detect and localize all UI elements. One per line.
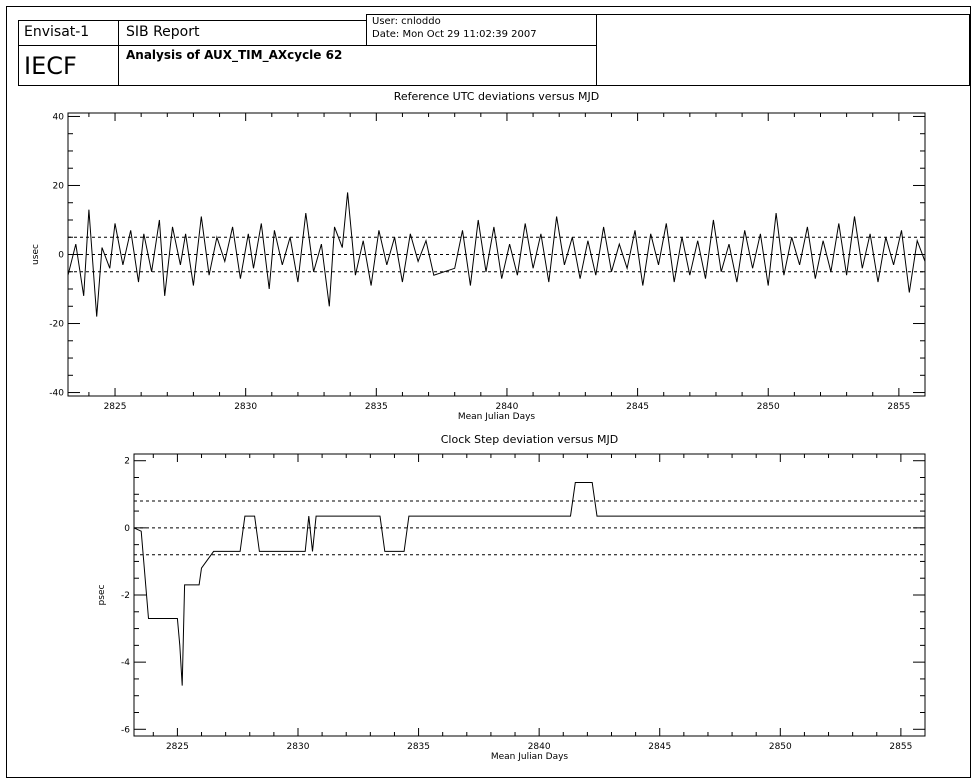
clock-xtick-label-3: 2840 xyxy=(528,742,551,752)
clock-xtick-label-0: 2825 xyxy=(166,742,189,752)
clock-ytick-label-2: -2 xyxy=(121,591,130,601)
report-frame xyxy=(6,6,971,778)
clock-xtick-label-4: 2845 xyxy=(648,742,671,752)
utc-xtick-label-2: 2835 xyxy=(365,402,388,412)
utc-xtick-label-0: 2825 xyxy=(104,402,127,412)
clock-plot-frame xyxy=(133,453,926,737)
analysis-title: Analysis of AUX_TIM_AXcycle 62 xyxy=(126,48,343,62)
utc-xtick-label-1: 2830 xyxy=(234,402,257,412)
header-right-cell xyxy=(596,14,970,86)
clock-xtick-label-6: 2855 xyxy=(889,742,912,752)
utc-xtick-label-3: 2840 xyxy=(495,402,518,412)
clock-chart-title: Clock Step deviation versus MJD xyxy=(441,433,618,446)
header-org-cell xyxy=(18,45,119,86)
utc-xtick-label-6: 2855 xyxy=(887,402,910,412)
utc-ylabel: usec xyxy=(31,244,41,265)
clock-ytick-label-0: -6 xyxy=(121,725,130,735)
clock-xtick-label-1: 2830 xyxy=(287,742,310,752)
utc-ytick-label-1: -20 xyxy=(49,320,64,330)
mission-name: Envisat-1 xyxy=(24,24,90,40)
clock-ytick-label-1: -4 xyxy=(121,658,130,668)
clock-xtick-label-5: 2850 xyxy=(769,742,792,752)
header-user-cell xyxy=(366,14,597,46)
utc-xtick-label-4: 2845 xyxy=(626,402,649,412)
date-line: Date: Mon Oct 29 11:02:39 2007 xyxy=(372,29,537,40)
utc-ytick-label-0: -40 xyxy=(49,389,64,399)
header-analysis-cell xyxy=(118,45,597,86)
utc-chart-title: Reference UTC deviations versus MJD xyxy=(394,90,599,103)
clock-series-line xyxy=(133,482,925,686)
org-name: IECF xyxy=(24,52,77,80)
utc-ytick-label-2: 0 xyxy=(58,251,64,261)
utc-ytick-label-4: 40 xyxy=(53,112,65,122)
user-line: User: cnloddo xyxy=(372,16,441,27)
clock-ytick-label-4: 2 xyxy=(124,457,130,467)
clock-xtick-label-2: 2835 xyxy=(407,742,430,752)
clock-xlabel: Mean Julian Days xyxy=(491,752,569,762)
report-title: SIB Report xyxy=(126,24,200,40)
utc-xlabel: Mean Julian Days xyxy=(458,412,536,422)
utc-series-line xyxy=(67,192,926,317)
clock-ytick-label-3: 0 xyxy=(124,524,130,534)
utc-xtick-label-5: 2850 xyxy=(757,402,780,412)
clock-ylabel: psec xyxy=(97,585,107,606)
utc-ytick-label-3: 20 xyxy=(53,181,65,191)
